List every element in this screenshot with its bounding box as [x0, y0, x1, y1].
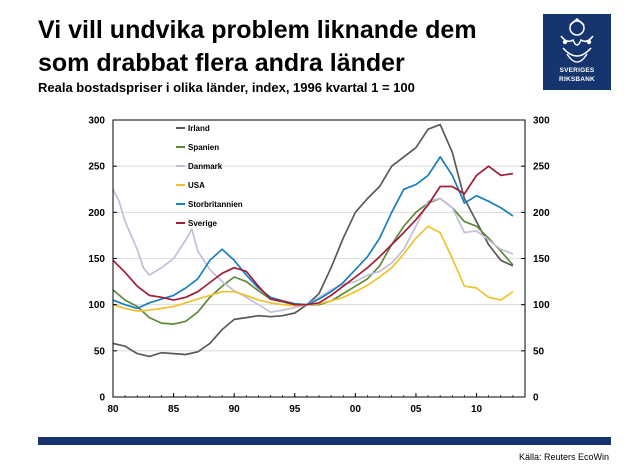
riksbank-crest-icon	[560, 18, 594, 63]
slide-title-line-2: som drabbat flera andra länder	[38, 49, 405, 77]
left-y-tick-label: 50	[94, 346, 106, 357]
chart-series	[112, 123, 514, 358]
slide-title: Vi vill undvika problem liknande dem som…	[38, 14, 538, 80]
riksbank-logo: SVERIGES RIKSBANK	[543, 14, 611, 90]
left-y-tick-label: 250	[88, 162, 105, 173]
legend-label: Danmark	[188, 162, 223, 171]
footer-bar	[38, 437, 611, 445]
x-tick-label: 80	[107, 404, 119, 415]
left-y-tick-label: 200	[88, 208, 105, 219]
legend-label: Irland	[188, 124, 210, 133]
right-y-tick-label: 100	[533, 300, 550, 311]
right-y-tick-label: 250	[533, 162, 550, 173]
legend-label: Storbritannien	[188, 200, 243, 209]
legend-label: USA	[188, 181, 205, 190]
left-y-tick-label: 300	[88, 116, 105, 127]
chart-legend: Irland Spanien Danmark USA Storbritannien Sve…	[176, 124, 243, 228]
x-tick-label: 10	[471, 404, 483, 415]
right-y-tick-label: 150	[533, 254, 550, 265]
right-y-tick-label: 200	[533, 208, 550, 219]
x-tick-label: 90	[229, 404, 241, 415]
x-tick-label: 00	[350, 404, 362, 415]
right-y-tick-label: 50	[533, 346, 545, 357]
left-y-tick-label: 150	[88, 254, 105, 265]
logo-text-line-1: SVERIGES	[559, 67, 595, 74]
series-line-sverige	[112, 165, 514, 306]
x-tick-label: 85	[168, 404, 180, 415]
logo-text-line-2: RIKSBANK	[559, 76, 595, 83]
left-y-tick-label: 100	[88, 300, 105, 311]
chart-subtitle: Reala bostadspriser i olika länder, inde…	[38, 80, 415, 95]
right-y-tick-label: 300	[533, 116, 550, 127]
slide-title-line-1: Vi vill undvika problem liknande dem	[38, 16, 477, 44]
right-y-tick-label: 0	[533, 393, 539, 404]
series-line-danmark	[112, 188, 514, 313]
left-y-tick-label: 0	[99, 393, 105, 404]
x-tick-label: 95	[289, 404, 301, 415]
x-tick-label: 05	[410, 404, 422, 415]
source-note: Källa: Reuters EcoWin	[518, 452, 609, 462]
legend-label: Sverige	[188, 219, 217, 228]
series-line-irland	[112, 123, 514, 358]
legend-label: Spanien	[188, 143, 219, 152]
series-line-storbritannien	[112, 156, 514, 310]
